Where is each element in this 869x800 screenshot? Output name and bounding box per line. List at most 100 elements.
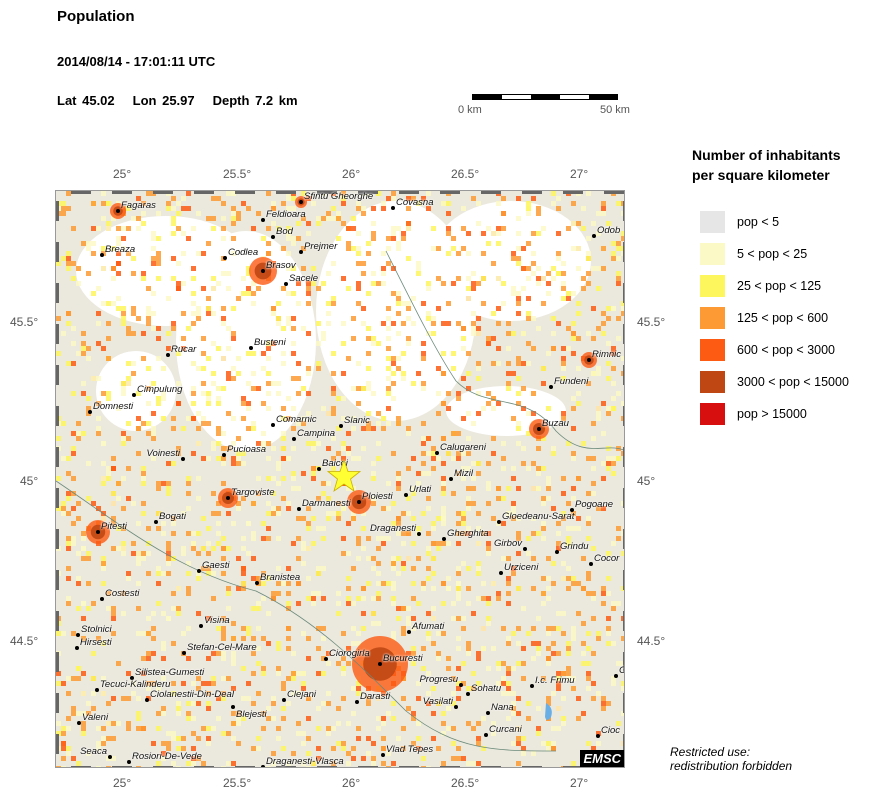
density-cell (551, 641, 556, 646)
density-cell (176, 261, 181, 266)
density-cell (276, 316, 281, 321)
density-cell (261, 571, 266, 576)
density-cell (331, 466, 336, 471)
density-cell (526, 241, 531, 246)
density-cell (231, 521, 236, 526)
density-cell (406, 616, 411, 621)
density-cell (586, 271, 591, 276)
density-cell (121, 306, 126, 311)
density-cell (596, 411, 601, 416)
density-cell (531, 231, 536, 236)
density-cell (296, 721, 301, 726)
density-cell (341, 656, 346, 661)
density-cell (616, 456, 621, 461)
density-cell (591, 696, 596, 701)
density-cell (196, 686, 201, 691)
density-cell (536, 326, 541, 331)
density-cell (476, 596, 481, 601)
frame-tick (56, 734, 59, 754)
density-cell (451, 281, 456, 286)
density-cell (321, 331, 326, 336)
density-cell (101, 691, 106, 696)
density-cell (471, 286, 476, 291)
density-cell (141, 221, 146, 226)
density-cell (181, 196, 186, 201)
density-cell (576, 401, 581, 406)
density-cell (561, 716, 566, 721)
density-cell (556, 681, 561, 686)
density-cell (466, 761, 471, 766)
density-cell (231, 621, 236, 626)
density-cell (606, 411, 611, 416)
density-cell (571, 351, 576, 356)
density-cell (541, 226, 546, 231)
density-cell (211, 546, 216, 551)
density-cell (171, 326, 176, 331)
density-cell (496, 346, 501, 351)
density-cell (251, 576, 256, 581)
density-cell (556, 626, 561, 631)
density-cell (526, 716, 531, 721)
city-label: Curcani (489, 724, 522, 735)
city-label: Gaesti (202, 560, 230, 571)
density-cell (526, 296, 531, 301)
density-cell (226, 326, 231, 331)
density-cell (416, 526, 421, 531)
density-cell (156, 251, 161, 256)
density-cell (391, 381, 396, 386)
density-cell (171, 641, 176, 646)
density-cell (231, 651, 236, 656)
city-label: Cimpulung (137, 384, 183, 395)
density-cell (411, 321, 416, 326)
density-cell (251, 351, 256, 356)
legend-label: pop > 15000 (737, 407, 807, 421)
population-density-map[interactable]: Fagaras Sfintu Gheorghe Covasna Feldioara Bo… (55, 190, 625, 768)
density-cell (551, 316, 556, 321)
density-cell (581, 441, 586, 446)
density-cell (231, 376, 236, 381)
density-cell (606, 466, 611, 471)
density-cell (441, 436, 446, 441)
density-cell (371, 461, 376, 466)
density-cell (601, 266, 606, 271)
legend-label: 3000 < pop < 15000 (737, 375, 849, 389)
density-cell (126, 331, 131, 336)
density-cell (271, 476, 276, 481)
density-cell (466, 436, 471, 441)
density-cell (601, 401, 606, 406)
density-cell (506, 686, 511, 691)
density-cell (611, 641, 616, 646)
density-cell (526, 276, 531, 281)
frame-tick (623, 652, 624, 672)
density-cell (131, 371, 136, 376)
density-cell (256, 476, 261, 481)
density-cell (546, 576, 551, 581)
density-cell (221, 536, 226, 541)
density-cell (501, 211, 506, 216)
density-cell (376, 596, 381, 601)
city-dot-icon (292, 437, 296, 441)
density-cell (126, 251, 131, 256)
density-cell (336, 451, 341, 456)
density-cell (566, 441, 571, 446)
density-cell (521, 676, 526, 681)
density-cell (466, 526, 471, 531)
density-cell (271, 716, 276, 721)
density-cell (321, 701, 326, 706)
density-cell (476, 361, 481, 366)
density-cell (321, 481, 326, 486)
density-cell (491, 261, 496, 266)
frame-tick (623, 529, 624, 549)
emsc-logo: EMSC (580, 750, 624, 767)
density-cell (371, 281, 376, 286)
density-cell (66, 206, 71, 211)
density-cell (471, 726, 476, 731)
density-cell (611, 306, 616, 311)
city-label: Progresu (419, 674, 458, 685)
density-cell (101, 481, 106, 486)
density-cell (506, 321, 511, 326)
density-cell (101, 441, 106, 446)
lon-tick-top: 25.5° (223, 167, 252, 181)
density-cell (571, 636, 576, 641)
density-cell (551, 276, 556, 281)
